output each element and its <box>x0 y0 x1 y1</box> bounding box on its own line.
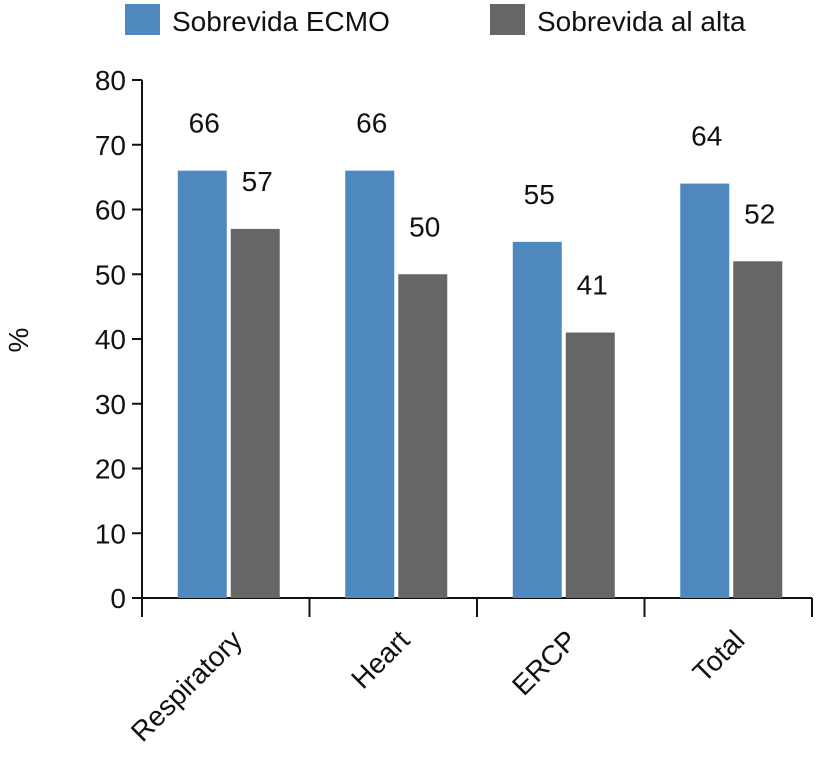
x-tick-label: Total <box>687 624 751 688</box>
bar-sobrevida-al-alta <box>398 274 448 598</box>
bars: 66 57 66 50 55 41 64 52 <box>177 108 783 599</box>
x-tick-label: Respiratory <box>125 624 248 747</box>
y-tick-label: 10 <box>95 518 126 549</box>
y-axis: 0 10 20 30 40 50 60 70 80 <box>95 65 143 617</box>
y-tick-label: 50 <box>95 259 126 290</box>
legend: Sobrevida ECMO Sobrevida al alta <box>125 4 746 37</box>
legend-label: Sobrevida al alta <box>537 6 746 37</box>
y-tick-label: 0 <box>110 583 126 614</box>
legend-swatch <box>490 4 525 35</box>
bar-sobrevida-al-alta <box>733 261 783 598</box>
legend-label: Sobrevida ECMO <box>172 6 390 37</box>
y-tick-label: 40 <box>95 324 126 355</box>
bar-sobrevida-al-alta <box>230 228 280 599</box>
bar-sobrevida-al-alta <box>565 332 615 598</box>
x-tick-label: ERCP <box>506 624 583 701</box>
data-label: 52 <box>744 198 775 229</box>
bar-sobrevida-ecmo <box>177 170 227 598</box>
data-label: 66 <box>356 108 387 139</box>
bar-sobrevida-ecmo <box>345 170 395 598</box>
y-tick-label: 20 <box>95 454 126 485</box>
data-label: 50 <box>409 211 440 242</box>
data-label: 64 <box>691 121 722 152</box>
x-tick-label: Heart <box>345 624 415 694</box>
bar-sobrevida-ecmo <box>680 183 730 598</box>
y-axis-label: % <box>3 328 34 353</box>
y-tick-label: 60 <box>95 195 126 226</box>
data-label: 41 <box>577 270 608 301</box>
data-label: 66 <box>189 108 220 139</box>
data-label: 57 <box>242 166 273 197</box>
y-tick-label: 80 <box>95 65 126 96</box>
y-tick-label: 30 <box>95 389 126 420</box>
data-label: 55 <box>524 179 555 210</box>
legend-swatch <box>125 4 160 35</box>
x-axis: Respiratory Heart ERCP Total <box>125 597 813 747</box>
y-tick-label: 70 <box>95 130 126 161</box>
bar-sobrevida-ecmo <box>512 241 562 598</box>
